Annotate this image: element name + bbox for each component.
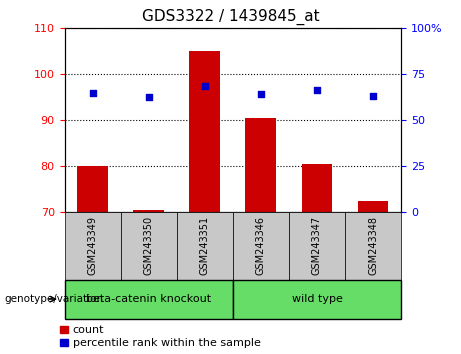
Bar (60, 326, 68, 333)
Text: count: count (73, 325, 104, 335)
Point (313, 88, 321, 93)
Bar (60, 339, 68, 346)
Text: GSM243350: GSM243350 (144, 216, 154, 275)
Bar (189, 51, 220, 212)
Text: GSM243346: GSM243346 (256, 216, 266, 275)
Bar (121, 212, 177, 280)
Bar (289, 212, 345, 280)
Text: GDS3322 / 1439845_at: GDS3322 / 1439845_at (142, 9, 319, 25)
Bar (65, 280, 233, 319)
Bar (65, 212, 121, 280)
Point (89, 90, 96, 96)
Bar (233, 212, 289, 280)
Bar (245, 118, 276, 212)
Point (257, 91, 265, 97)
Text: percentile rank within the sample: percentile rank within the sample (73, 338, 261, 348)
Text: GSM243347: GSM243347 (312, 216, 322, 275)
Bar (77, 166, 108, 212)
Bar (133, 210, 164, 212)
Text: GSM243348: GSM243348 (368, 216, 378, 275)
Point (145, 95, 152, 100)
Text: GSM243351: GSM243351 (200, 216, 210, 275)
Bar (177, 212, 233, 280)
Bar (233, 280, 401, 319)
Bar (345, 212, 401, 280)
Bar (301, 164, 332, 212)
Point (369, 93, 377, 99)
Point (201, 83, 208, 89)
Bar (358, 201, 389, 212)
Text: GSM243349: GSM243349 (88, 216, 98, 275)
Text: wild type: wild type (291, 294, 343, 304)
Text: genotype/variation: genotype/variation (5, 294, 104, 304)
Text: beta-catenin knockout: beta-catenin knockout (86, 294, 211, 304)
